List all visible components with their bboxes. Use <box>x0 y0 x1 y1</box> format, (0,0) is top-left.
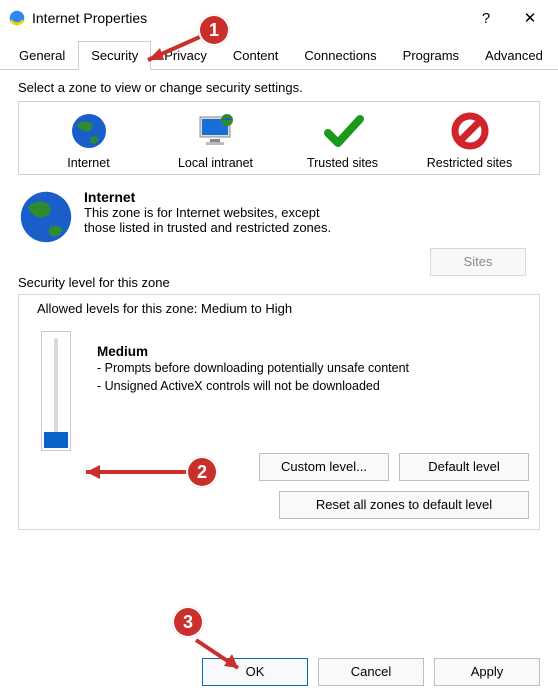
level-name: Medium <box>97 344 529 359</box>
zone-desc-heading: Internet <box>84 189 344 205</box>
security-slider[interactable] <box>41 331 71 451</box>
callout-2: 2 <box>186 456 218 488</box>
checkmark-icon <box>279 110 406 152</box>
callout-1: 1 <box>198 14 230 46</box>
callout-3: 3 <box>172 606 204 638</box>
monitor-icon <box>152 110 279 152</box>
zone-internet[interactable]: Internet <box>25 110 152 170</box>
level-description: Medium - Prompts before downloading pote… <box>97 344 529 395</box>
security-level-label: Security level for this zone <box>18 275 540 290</box>
restricted-icon <box>406 110 533 152</box>
globe-icon <box>25 110 152 152</box>
allowed-levels-text: Allowed levels for this zone: Medium to … <box>37 301 529 316</box>
close-button[interactable]: ✕ <box>508 3 552 33</box>
callout-2-arrow <box>72 460 192 484</box>
zone-restricted-sites[interactable]: Restricted sites <box>406 110 533 170</box>
tab-general[interactable]: General <box>6 41 78 70</box>
zone-description: Internet This zone is for Internet websi… <box>18 189 540 245</box>
zone-instruction: Select a zone to view or change security… <box>18 80 540 95</box>
tab-content[interactable]: Content <box>220 41 292 70</box>
zone-trusted-sites[interactable]: Trusted sites <box>279 110 406 170</box>
callout-3-arrow <box>190 636 250 676</box>
zone-picker: Internet Local intranet Tru <box>18 101 540 175</box>
tab-strip: General Security Privacy Content Connect… <box>0 40 558 70</box>
help-button[interactable]: ? <box>464 3 508 33</box>
level-bullet: - Prompts before downloading potentially… <box>97 359 529 377</box>
callout-1-arrow <box>130 30 210 70</box>
sites-button: Sites <box>430 248 526 276</box>
apply-button[interactable]: Apply <box>434 658 540 686</box>
titlebar: Internet Properties ? ✕ <box>0 0 558 36</box>
window-title: Internet Properties <box>32 10 464 26</box>
security-level-box: Allowed levels for this zone: Medium to … <box>18 294 540 530</box>
zone-desc-body: This zone is for Internet websites, exce… <box>84 205 344 235</box>
default-level-button[interactable]: Default level <box>399 453 529 481</box>
dialog-footer: OK Cancel Apply <box>202 658 540 686</box>
level-bullet: - Unsigned ActiveX controls will not be … <box>97 377 529 395</box>
reset-zones-button[interactable]: Reset all zones to default level <box>279 491 529 519</box>
tab-programs[interactable]: Programs <box>390 41 472 70</box>
globe-large-icon <box>18 189 74 245</box>
internet-options-icon <box>8 9 26 27</box>
zone-label: Trusted sites <box>279 156 406 170</box>
zone-label: Restricted sites <box>406 156 533 170</box>
cancel-button[interactable]: Cancel <box>318 658 424 686</box>
tab-advanced[interactable]: Advanced <box>472 41 556 70</box>
zone-local-intranet[interactable]: Local intranet <box>152 110 279 170</box>
zone-label: Internet <box>25 156 152 170</box>
custom-level-button[interactable]: Custom level... <box>259 453 389 481</box>
zone-label: Local intranet <box>152 156 279 170</box>
slider-track <box>54 338 58 444</box>
slider-thumb[interactable] <box>44 432 68 448</box>
tab-connections[interactable]: Connections <box>291 41 389 70</box>
